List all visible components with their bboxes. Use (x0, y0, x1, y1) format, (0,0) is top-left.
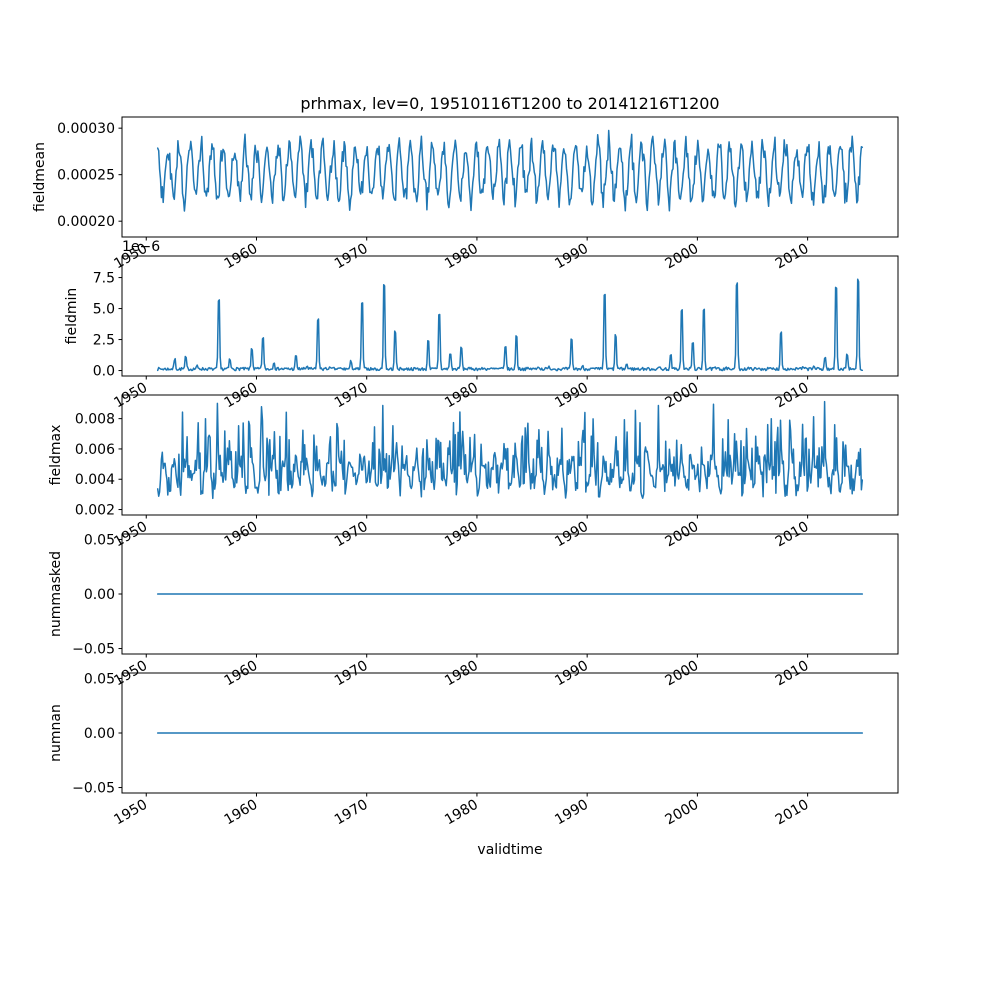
axes-frame (121, 394, 899, 516)
y-axis-label-fieldmax: fieldmax (48, 425, 64, 486)
series-line-fieldmin (156, 278, 864, 372)
y-tick-label: −0.05 (72, 781, 115, 797)
y-tick-label: 5.0 (93, 302, 115, 318)
y-tick-label: 0.00030 (57, 121, 115, 137)
x-tick-label: 1980 (442, 797, 481, 829)
y-axis-label-nummasked: nummasked (48, 551, 64, 637)
y-tick-label: −0.05 (72, 642, 115, 658)
y-tick-label: 7.5 (93, 271, 115, 287)
subplot-numnan: −0.05 0.00 0.05 1950 1960 1970 1980 1990 2000 201… (48, 671, 899, 829)
y-tick-label: 0.002 (75, 503, 115, 519)
y-axis-label-fieldmean: fieldmean (32, 142, 48, 212)
y-tick-label: 0.008 (75, 412, 115, 428)
y-tick-label: 0.0 (93, 364, 115, 380)
y-tick-label: 0.05 (84, 532, 115, 548)
y-tick-label: 0.00025 (57, 168, 115, 184)
x-tick-label: 1970 (332, 797, 371, 829)
y-tick-label: 0.004 (75, 472, 115, 488)
series-line-fieldmean (156, 129, 864, 212)
x-tick-label: 1950 (111, 797, 150, 829)
x-tick-label: 2010 (773, 797, 812, 829)
axes-frame (121, 116, 899, 238)
axes-frame (121, 255, 899, 377)
y-tick-label: 0.00020 (57, 214, 115, 230)
y-axis-label-fieldmin: fieldmin (64, 288, 80, 345)
y-tick-label: 0.00 (84, 587, 115, 603)
x-tick-label: 2000 (663, 797, 702, 829)
y-axis-offset-text: 1e−6 (122, 239, 160, 255)
y-tick-label: 0.006 (75, 442, 115, 458)
chart-title: prhmax, lev=0, 19510116T1200 to 20141216… (300, 94, 720, 113)
y-tick-label: 0.00 (84, 726, 115, 742)
y-tick-label: 0.05 (84, 671, 115, 687)
y-axis-label-numnan: numnan (48, 704, 64, 762)
x-tick-label: 1960 (222, 797, 261, 829)
x-tick-label: 1990 (552, 797, 591, 829)
series-line-fieldmax (156, 400, 864, 500)
y-tick-label: 2.5 (93, 333, 115, 349)
x-axis-label: validtime (477, 842, 543, 858)
